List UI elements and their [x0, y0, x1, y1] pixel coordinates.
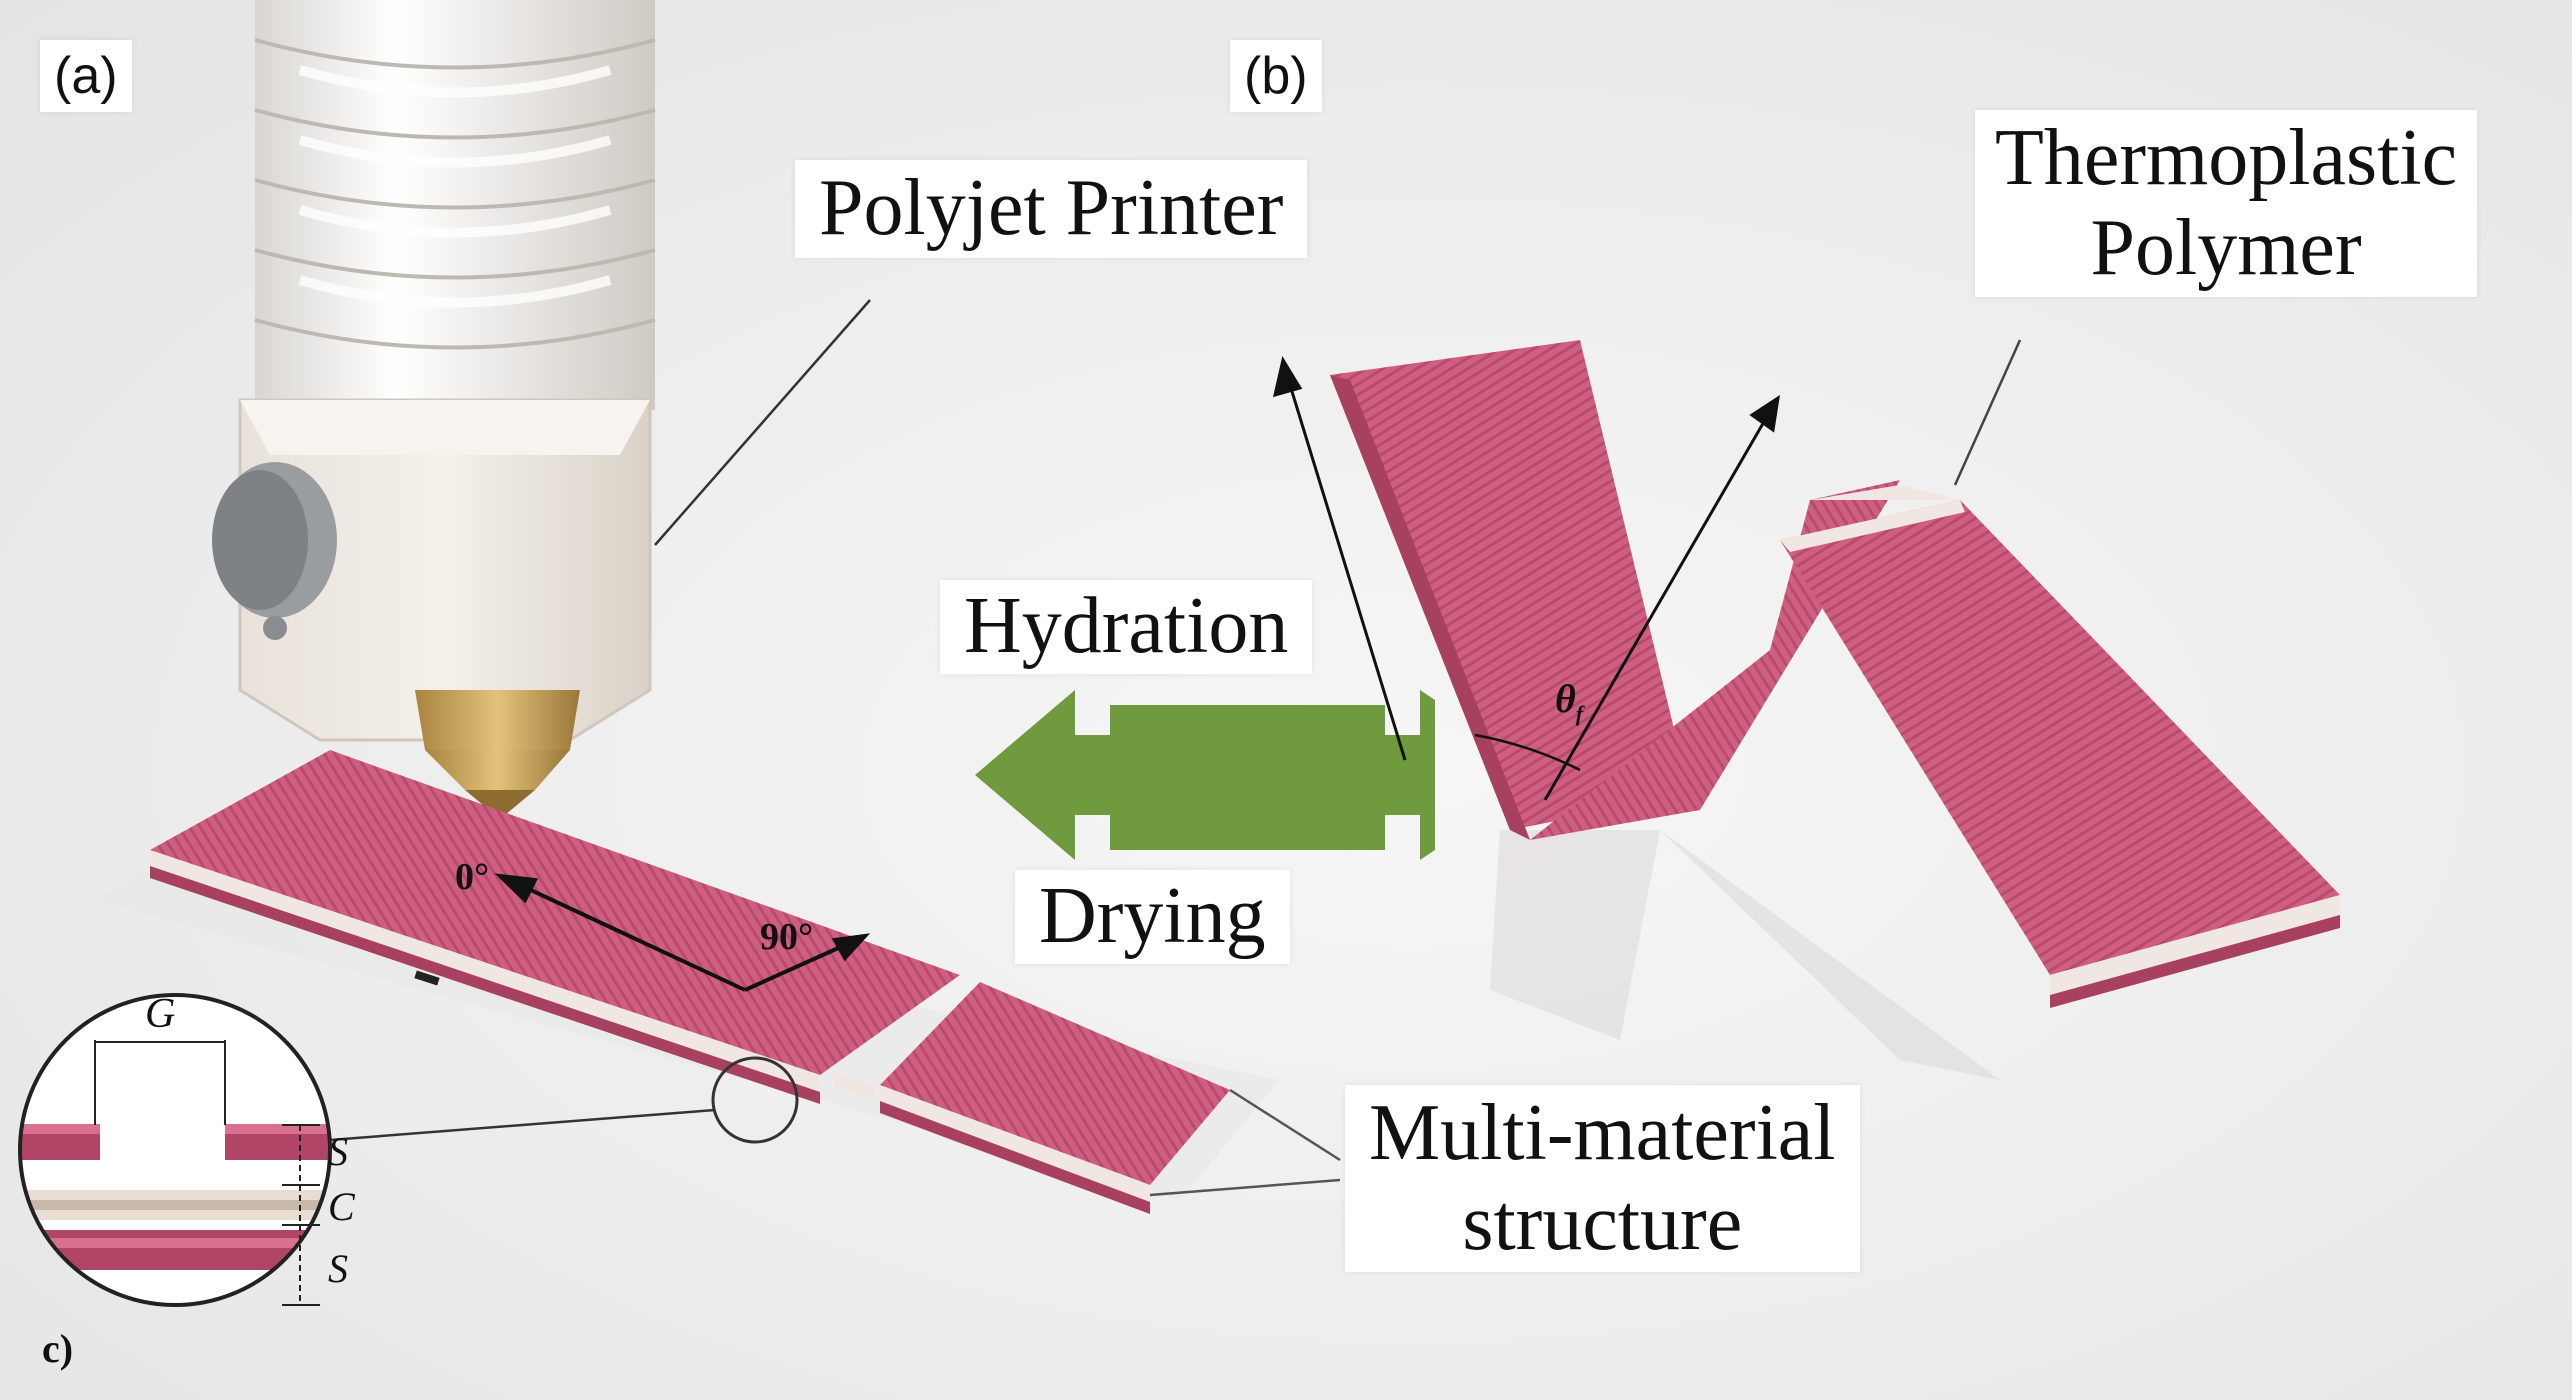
angle-90-label: 90° — [760, 916, 814, 958]
shell-bottom-label: S — [328, 1246, 348, 1291]
inset-leader-line — [329, 1108, 716, 1142]
flat-strip — [95, 750, 1280, 1214]
multi-line-1: Multi-material — [1369, 1089, 1836, 1177]
printer-leader-line — [654, 299, 871, 546]
theta-symbol: θ — [1555, 676, 1576, 721]
direction-arrows — [494, 873, 871, 992]
core-label: C — [328, 1184, 355, 1229]
shell-top-label: S — [328, 1129, 348, 1174]
gap-label: G — [145, 991, 176, 1037]
printer-nozzle — [415, 690, 580, 815]
label-multi-material-structure: Multi-material structure — [1345, 1085, 1860, 1273]
detail-highlight-circle — [711, 1056, 799, 1144]
printer-knob — [212, 462, 337, 640]
label-hydration: Hydration — [940, 580, 1313, 674]
multi-line-2: structure — [1462, 1178, 1743, 1267]
thermo-leader-line — [1953, 339, 2022, 486]
hydration-drying-double-arrow — [975, 690, 1435, 860]
printer-heatsink — [254, 0, 656, 410]
panel-label-c: c) — [42, 1326, 74, 1371]
panel-label-a: (a) — [40, 40, 132, 112]
label-thermoplastic-polymer: Thermoplastic Polymer — [1975, 110, 2478, 298]
multi-leader-line-1 — [1229, 1088, 1341, 1162]
panel-label-b: (b) — [1230, 40, 1322, 112]
label-drying: Drying — [1015, 870, 1290, 964]
thermo-line-1: Thermoplastic — [1995, 114, 2458, 202]
normal-vectors — [1272, 356, 1781, 801]
cross-section-inset — [18, 993, 332, 1307]
multi-leader-line-2 — [1149, 1178, 1341, 1197]
label-polyjet-printer: Polyjet Printer — [795, 160, 1308, 258]
theta-label: θf — [1555, 675, 1583, 727]
theta-subscript: f — [1575, 701, 1584, 726]
printer-head-block — [238, 398, 652, 742]
folded-structure — [1330, 340, 2340, 1080]
angle-0-label: 0° — [455, 856, 490, 898]
thermo-line-2: Polymer — [2090, 203, 2362, 292]
